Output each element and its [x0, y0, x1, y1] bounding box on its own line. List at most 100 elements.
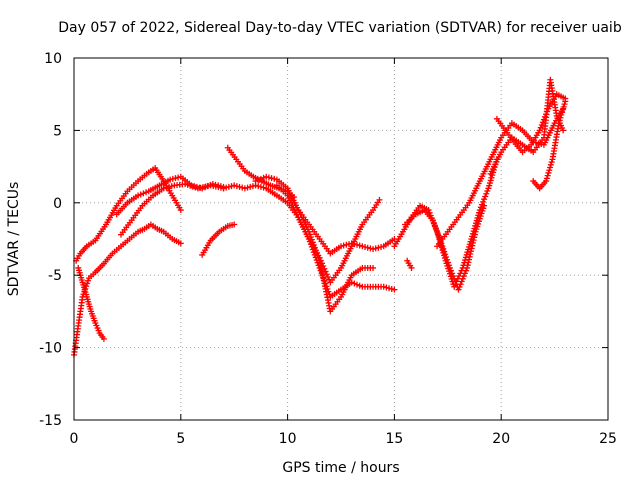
data-point: [167, 176, 174, 183]
series-track-5: [117, 180, 227, 238]
series-track-2: [73, 165, 184, 264]
data-point: [247, 183, 254, 190]
data-point: [169, 175, 176, 182]
data-point: [439, 243, 446, 250]
data-point: [236, 183, 243, 190]
data-point: [547, 164, 554, 171]
data-point: [255, 183, 262, 190]
data-point: [547, 161, 554, 168]
data-point: [471, 234, 478, 241]
data-point: [367, 245, 374, 252]
data-point: [543, 178, 550, 185]
y-tick-label: 10: [44, 51, 62, 67]
data-point: [441, 248, 448, 255]
data-point: [548, 159, 555, 166]
data-point: [468, 245, 475, 252]
data-point: [557, 114, 564, 121]
x-axis-label: GPS time / hours: [282, 460, 399, 476]
data-point: [257, 175, 264, 182]
data-point: [555, 120, 562, 127]
data-point: [471, 231, 478, 238]
data-point: [451, 275, 458, 282]
data-point: [481, 202, 488, 209]
data-point: [455, 286, 462, 293]
data-point: [484, 188, 491, 195]
data-point: [268, 175, 275, 182]
x-tick-label: 0: [70, 431, 79, 447]
data-point: [546, 167, 553, 174]
data-point: [160, 185, 167, 192]
data-point: [166, 183, 173, 190]
data-point: [458, 278, 465, 285]
y-tick-label: -5: [48, 268, 62, 284]
data-point: [559, 109, 566, 116]
data-point: [338, 243, 344, 250]
y-tick-label: -15: [39, 413, 62, 429]
data-point: [135, 192, 142, 199]
data-point: [84, 280, 91, 287]
data-point: [536, 127, 543, 134]
data-point: [260, 184, 267, 191]
series-track-15: [434, 105, 567, 250]
data-point: [372, 245, 379, 252]
data-point: [444, 256, 451, 263]
data-point: [168, 183, 175, 190]
data-point: [543, 111, 550, 118]
data-point: [481, 196, 488, 203]
data-point: [480, 198, 487, 205]
data-point: [543, 175, 550, 182]
data-point: [383, 284, 390, 291]
data-point: [239, 184, 246, 191]
data-point: [351, 280, 358, 287]
data-point: [257, 183, 264, 190]
data-point: [443, 254, 450, 261]
data-point: [362, 243, 369, 250]
series-track-1: [71, 221, 184, 358]
data-point: [370, 246, 377, 253]
data-point: [177, 240, 184, 247]
data-point: [100, 335, 107, 342]
data-point: [231, 182, 238, 189]
data-point: [448, 267, 455, 274]
data-point: [175, 174, 182, 181]
y-axis-label: SDTVAR / TECUs: [6, 182, 22, 297]
data-point: [457, 281, 464, 288]
data-point: [562, 95, 569, 102]
data-point: [544, 172, 551, 179]
y-tick-label: -10: [39, 341, 62, 357]
data-point: [265, 174, 272, 181]
series-track-3: [75, 264, 107, 342]
data-point: [445, 262, 452, 269]
data-point: [375, 244, 382, 251]
data-point: [228, 183, 235, 190]
data-point: [85, 277, 92, 284]
series-track-13: [402, 202, 488, 293]
data-point: [370, 264, 377, 271]
data-point: [143, 189, 150, 196]
data-point: [467, 251, 474, 258]
x-tick-label: 15: [385, 431, 403, 447]
grid: [74, 58, 608, 420]
data-point: [464, 262, 471, 269]
data-point: [450, 273, 457, 280]
data-point: [456, 283, 463, 290]
data-point: [469, 239, 476, 246]
data-point: [244, 184, 251, 191]
data-point: [376, 196, 383, 203]
data-point: [163, 184, 170, 191]
data-point: [364, 244, 371, 251]
data-point: [223, 184, 230, 191]
data-point: [446, 264, 453, 271]
data-point: [359, 243, 366, 250]
plot-frame: [73, 57, 609, 421]
y-tick-label: 5: [53, 123, 62, 139]
chart-title: Day 057 of 2022, Sidereal Day-to-day VTE…: [58, 20, 622, 36]
data-point: [464, 264, 471, 271]
data-point: [263, 173, 270, 180]
data-point: [465, 259, 472, 266]
data-point: [559, 106, 566, 113]
data-point: [465, 256, 472, 263]
data-point: [137, 191, 144, 198]
data-layer: [71, 76, 569, 358]
data-point: [252, 178, 259, 185]
